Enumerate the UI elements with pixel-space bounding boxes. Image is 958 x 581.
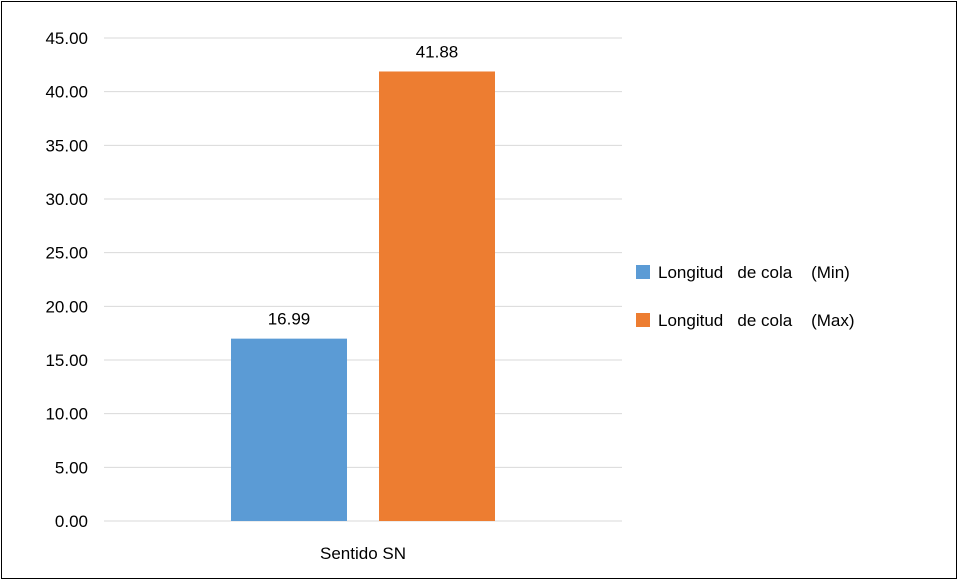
data-labels: 16.99 41.88 <box>268 42 459 328</box>
y-tick-label: 25.00 <box>45 244 88 263</box>
legend-label-max: Longitud de cola (Max) <box>658 311 855 330</box>
y-tick-label: 45.00 <box>45 29 88 48</box>
y-tick-label: 0.00 <box>55 512 88 531</box>
y-tick-label: 10.00 <box>45 405 88 424</box>
y-tick-label: 35.00 <box>45 136 88 155</box>
x-axis-tick-labels: Sentido SN <box>320 544 406 563</box>
bar-max <box>379 71 495 521</box>
legend-swatch-min <box>636 265 650 279</box>
y-tick-label: 40.00 <box>45 83 88 102</box>
data-label: 41.88 <box>416 42 459 61</box>
y-tick-label: 20.00 <box>45 297 88 316</box>
y-tick-label: 5.00 <box>55 458 88 477</box>
data-label: 16.99 <box>268 310 311 329</box>
bars <box>231 71 495 521</box>
legend-label-min: Longitud de cola (Min) <box>658 263 850 282</box>
legend-swatch-max <box>636 313 650 327</box>
legend: Longitud de cola (Min) Longitud de cola (… <box>636 263 855 330</box>
y-tick-label: 30.00 <box>45 190 88 209</box>
y-tick-label: 15.00 <box>45 351 88 370</box>
bar-min <box>231 338 347 521</box>
y-axis-tick-labels: 0.00 5.00 10.00 15.00 20.00 25.00 30.00 35.00 40… <box>45 29 88 531</box>
gridlines <box>104 37 622 522</box>
x-tick-label: Sentido SN <box>320 544 406 563</box>
